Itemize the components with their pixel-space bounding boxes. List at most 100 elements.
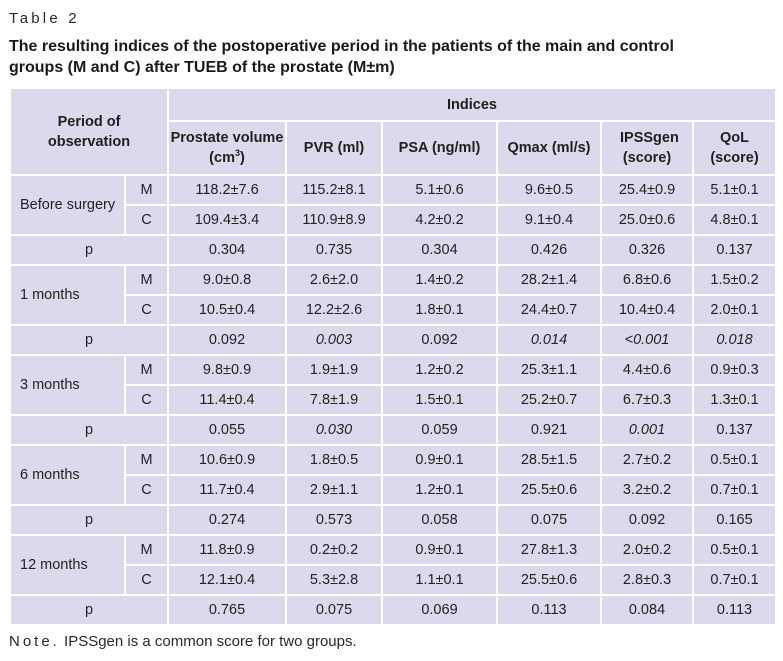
value-cell: 4.8±0.1 [691,204,778,236]
value-cell: 110.9±8.9 [285,204,383,236]
p-value-cell: 0.014 [496,324,602,356]
value-cell: 1.9±1.9 [285,354,383,386]
p-value-cell: 0.326 [600,234,694,266]
table-row: C 11.7±0.4 2.9±1.1 1.2±0.1 25.5±0.6 3.2±0.2 0.… [10,474,778,506]
note-prefix: Note. [9,633,60,650]
p-value-cell: 0.165 [691,504,778,536]
group-label-cell: C [124,384,169,416]
value-cell: 28.2±1.4 [496,264,602,296]
value-cell: 0.7±0.1 [691,474,778,506]
value-cell: 1.5±0.1 [381,384,498,416]
value-cell: 11.4±0.4 [167,384,287,416]
value-cell: 6.7±0.3 [600,384,694,416]
p-value-row: p 0.055 0.030 0.059 0.921 0.001 0.137 [9,414,778,446]
table-row: 3 months M 9.8±0.9 1.9±1.9 1.2±0.2 25.3±1.1 4.… [9,354,778,416]
value-cell: 3.2±0.2 [600,474,694,506]
period-cell: 1 months [9,264,126,326]
value-cell: 12.1±0.4 [167,564,287,596]
note-text: IPSSgen is a common score for two groups… [59,633,357,650]
p-value-cell: 0.059 [381,414,498,446]
value-cell: 0.7±0.1 [691,564,778,596]
table-row: Before surgery M 118.2±7.6 115.2±8.1 5.1±0.6… [9,174,778,236]
value-cell: 5.1±0.6 [381,174,498,206]
value-cell: 1.5±0.2 [691,264,778,296]
value-cell: 5.1±0.1 [691,174,778,206]
value-cell: 115.2±8.1 [285,174,383,206]
table-row: 6 months M 10.6±0.9 1.8±0.5 0.9±0.1 28.5±1.5 2… [9,444,778,506]
p-value-row: p 0.092 0.003 0.092 0.014 <0.001 0.018 [9,324,778,356]
period-cell: 12 months [9,534,126,596]
value-cell: 1.1±0.1 [381,564,498,596]
p-value-cell: 0.092 [167,324,287,356]
value-cell: 118.2±7.6 [167,174,287,206]
value-cell: 6.8±0.6 [600,264,694,296]
p-value-cell: 0.075 [285,594,383,626]
value-cell: 1.3±0.1 [691,384,778,416]
value-cell: 9.0±0.8 [167,264,287,296]
period-cell: 6 months [9,444,126,506]
p-value-cell: 0.113 [691,594,778,626]
value-cell: 2.0±0.2 [600,534,694,566]
group-label-cell: M [124,174,169,206]
results-table: Period of observation Indices Prostate v… [9,87,778,626]
value-cell: 7.8±1.9 [285,384,383,416]
p-value-cell: 0.765 [167,594,287,626]
group-label-cell: M [124,444,169,476]
p-value-cell: 0.018 [691,324,778,356]
value-cell: 0.9±0.1 [381,534,498,566]
p-value-cell: 0.003 [285,324,383,356]
table-row: 1 months M 9.0±0.8 2.6±2.0 1.4±0.2 28.2±1.4 6.… [9,264,778,326]
p-value-cell: 0.113 [496,594,602,626]
value-cell: 12.2±2.6 [285,294,383,326]
value-cell: 0.9±0.3 [691,354,778,386]
value-cell: 1.8±0.5 [285,444,383,476]
qol-header: QoL (score) [691,120,778,176]
group-label-cell: C [124,474,169,506]
p-value-cell: 0.030 [285,414,383,446]
value-cell: 0.5±0.1 [691,534,778,566]
value-cell: 2.0±0.1 [691,294,778,326]
p-label-cell: p [9,594,169,626]
value-cell: 25.5±0.6 [496,474,602,506]
p-value-cell: 0.573 [285,504,383,536]
value-cell: 2.7±0.2 [600,444,694,476]
psa-header: PSA (ng/ml) [381,120,498,176]
value-cell: 11.7±0.4 [167,474,287,506]
p-value-row: p 0.765 0.075 0.069 0.113 0.084 0.113 [9,594,778,626]
table-number-label: Table 2 [9,10,80,27]
value-cell: 28.5±1.5 [496,444,602,476]
value-cell: 2.8±0.3 [600,564,694,596]
qmax-header: Qmax (ml/s) [496,120,602,176]
value-cell: 25.2±0.7 [496,384,602,416]
value-cell: 2.9±1.1 [285,474,383,506]
p-value-cell: 0.069 [381,594,498,626]
p-value-cell: 0.084 [600,594,694,626]
table-row: C 109.4±3.4 110.9±8.9 4.2±0.2 9.1±0.4 25.0±0.… [10,204,778,236]
value-cell: 109.4±3.4 [167,204,287,236]
table-caption: The resulting indices of the postoperati… [9,38,674,76]
p-value-cell: 0.058 [381,504,498,536]
table-row: C 11.4±0.4 7.8±1.9 1.5±0.1 25.2±0.7 6.7±0.3 1.… [10,384,778,416]
ipss-header: IPSSgen (score) [600,120,694,176]
p-value-cell: 0.001 [600,414,694,446]
p-value-cell: 0.137 [691,414,778,446]
value-cell: 10.6±0.9 [167,444,287,476]
period-cell: 3 months [9,354,126,416]
period-header: Period of observation [9,87,169,176]
table-row: C 12.1±0.4 5.3±2.8 1.1±0.1 25.5±0.6 2.8±0.3 0.… [10,564,778,596]
value-cell: 10.4±0.4 [600,294,694,326]
p-value-cell: 0.075 [496,504,602,536]
p-value-cell: 0.092 [600,504,694,536]
value-cell: 2.6±2.0 [285,264,383,296]
table-row: C 10.5±0.4 12.2±2.6 1.8±0.1 24.4±0.7 10.4±0.4… [10,294,778,326]
value-cell: 1.8±0.1 [381,294,498,326]
p-value-cell: 0.274 [167,504,287,536]
value-cell: 25.3±1.1 [496,354,602,386]
value-cell: 9.6±0.5 [496,174,602,206]
period-cell: Before surgery [9,174,126,236]
p-label-cell: p [9,414,169,446]
p-value-cell: 0.137 [691,234,778,266]
p-value-row: p 0.274 0.573 0.058 0.075 0.092 0.165 [9,504,778,536]
p-value-cell: 0.304 [167,234,287,266]
p-label-cell: p [9,234,169,266]
